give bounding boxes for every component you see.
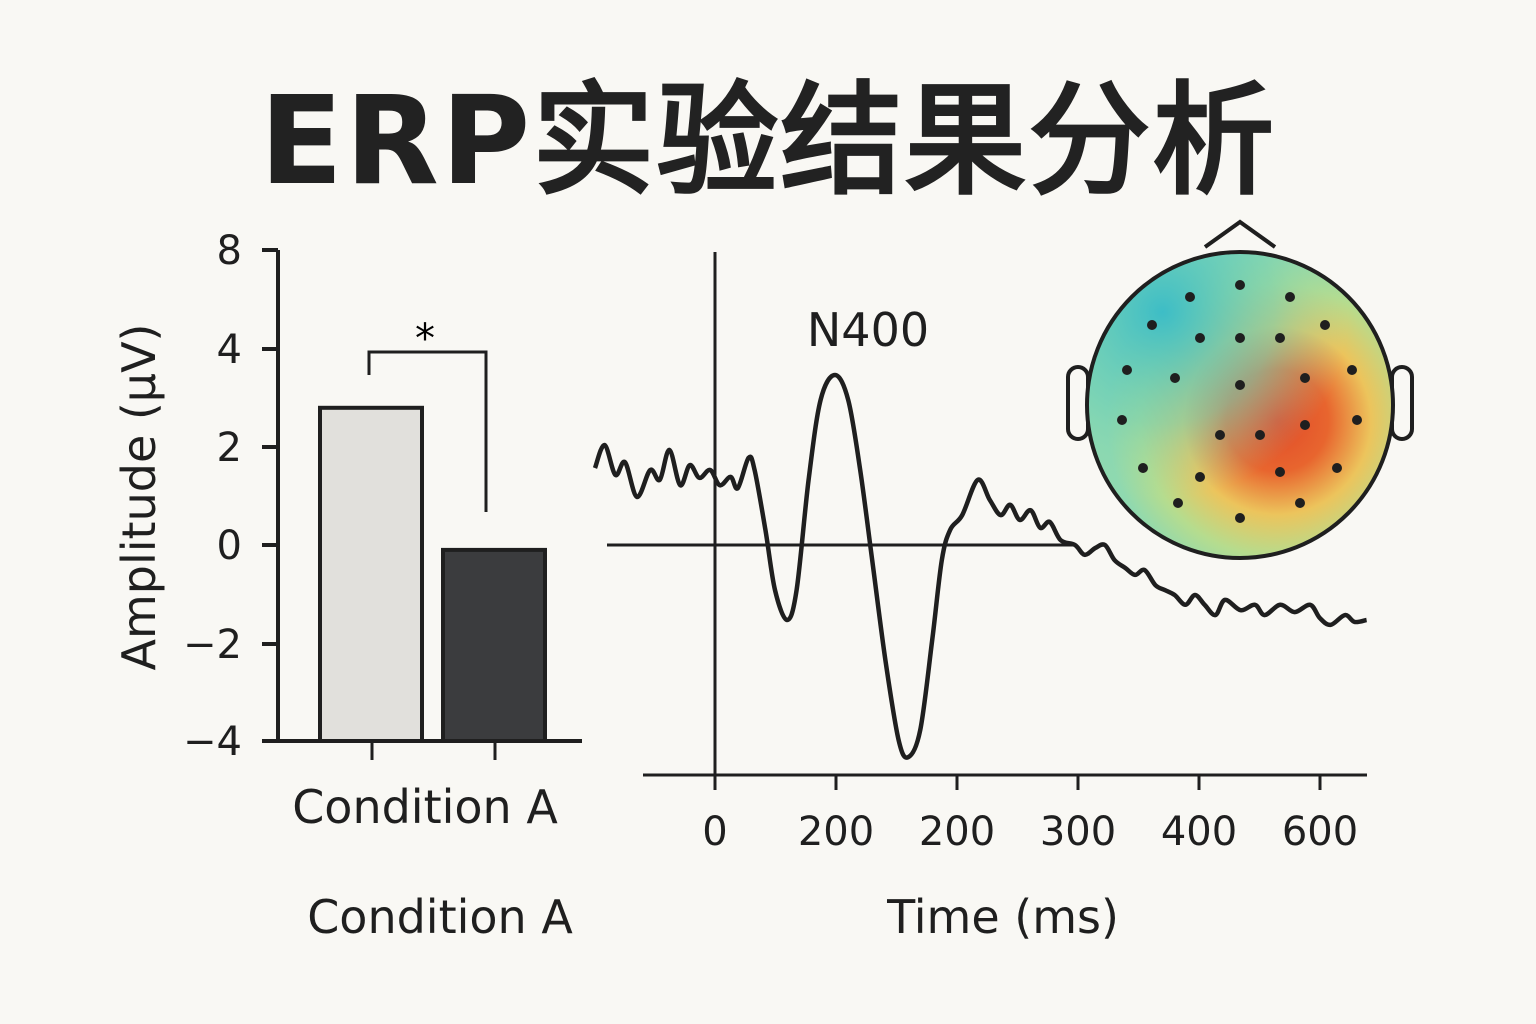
bar-y-label: Amplitude (µV) [112,324,166,671]
erp-x-tick-label: 600 [1282,809,1358,855]
electrode-dot [1147,320,1157,330]
bar-y-tick-label: −4 [183,719,242,765]
electrode-dot [1300,373,1310,383]
bar-y-tick-label: 4 [217,327,242,373]
bar-y-tick-label: −2 [183,622,242,668]
electrode-dot [1173,498,1183,508]
page-title: ERP实验结果分析 [259,70,1277,212]
electrode-dot [1215,430,1225,440]
electrode-dot [1235,333,1245,343]
erp-x-tick-label: 200 [919,809,995,855]
electrode-dot [1300,420,1310,430]
scalp-topomap [1066,219,1414,560]
electrode-dot [1255,430,1265,440]
erp-waveform [592,372,1368,760]
electrode-dot [1235,280,1245,290]
erp-x-tick-label: 200 [798,809,874,855]
electrode-dot [1332,463,1342,473]
n400-annotation: N400 [807,303,929,357]
electrode-dot [1235,513,1245,523]
electrode-dot [1352,415,1362,425]
electrode-dot [1170,373,1180,383]
electrode-dot [1320,320,1330,330]
electrode-dot [1185,292,1195,302]
erp-x-label: Time (ms) [886,890,1119,944]
erp-x-tick-label: 400 [1161,809,1237,855]
electrode-dot [1195,333,1205,343]
right-ear-icon [1390,365,1414,441]
bar-y-tick-label: 8 [217,228,242,274]
bar-2 [441,547,547,744]
electrode-dot [1122,365,1132,375]
significance-bracket [367,350,488,512]
electrode-dot [1275,467,1285,477]
nose-icon [1203,219,1277,249]
erp-x-tick-label: 300 [1040,809,1116,855]
erp-x-tick-label: 0 [702,809,727,855]
bar-x-label: Condition A [292,780,558,834]
head-outline [1085,250,1395,560]
electrode-dot [1235,380,1245,390]
electrode-dot [1285,292,1295,302]
bar-1 [318,405,424,743]
electrode-dot [1347,365,1357,375]
significance-asterisk: * [415,316,435,362]
electrode-dot [1117,415,1127,425]
left-ear-icon [1066,365,1090,441]
electrode-dot [1195,472,1205,482]
bar-y-tick-label: 0 [217,523,242,569]
bar-bottom-caption: Condition A [307,890,573,944]
electrode-dot [1295,498,1305,508]
electrode-dot [1138,463,1148,473]
bar-y-tick-label: 2 [217,425,242,471]
electrode-dot [1275,333,1285,343]
